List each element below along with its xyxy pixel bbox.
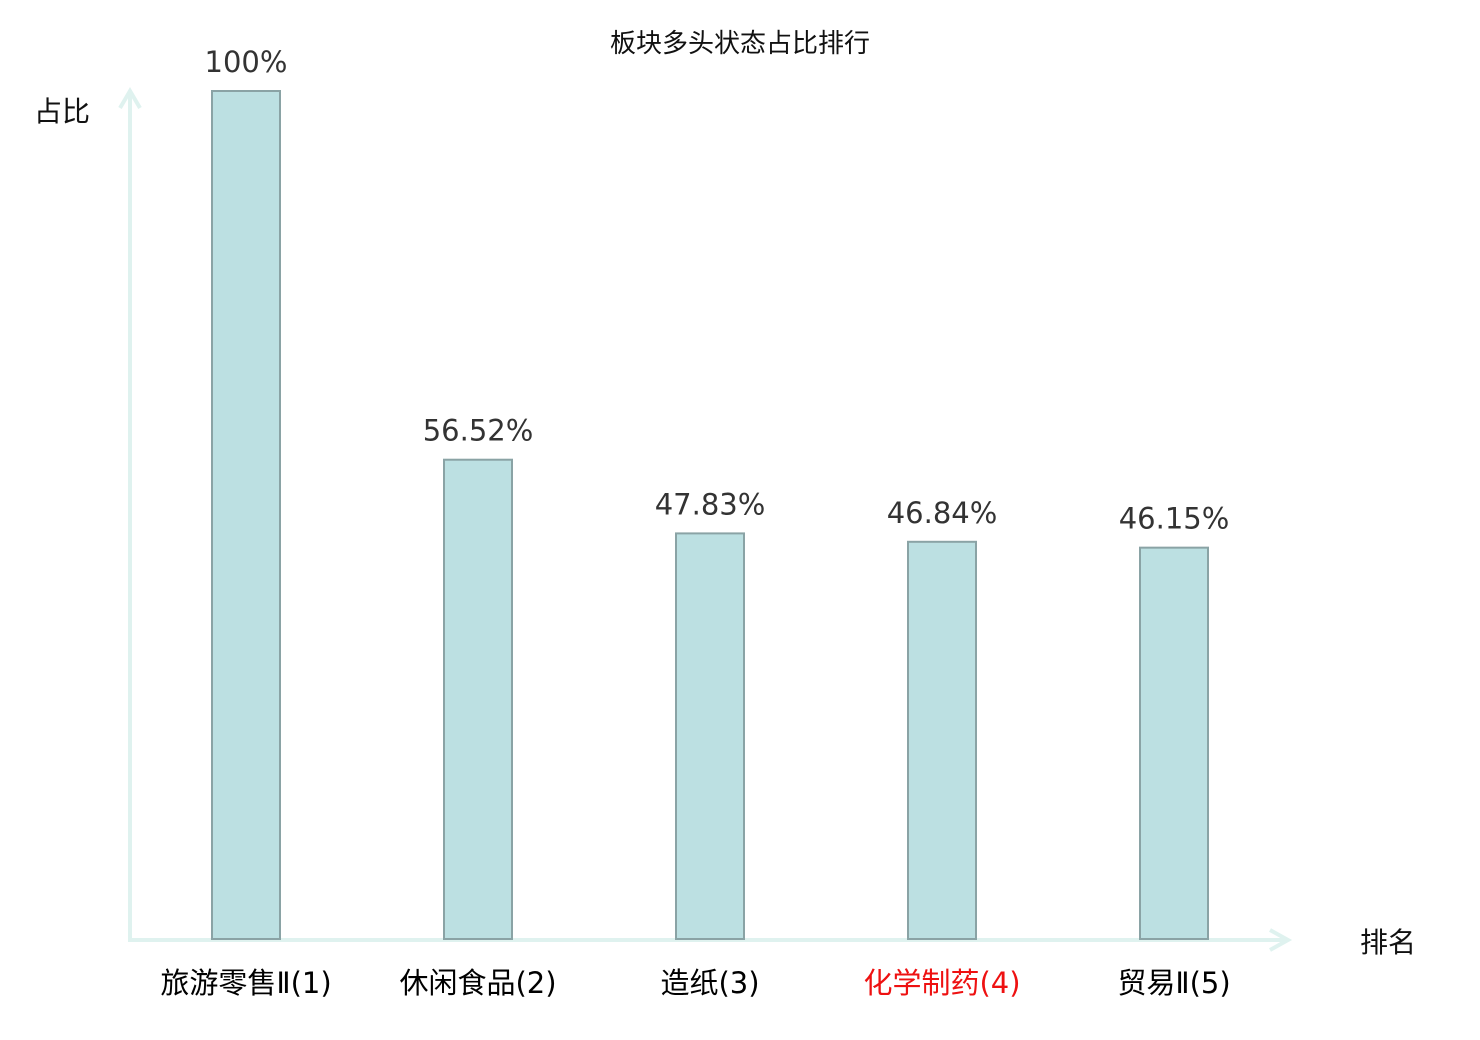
bar (675, 532, 745, 940)
data-label: 46.84% (887, 496, 998, 530)
data-label: 47.83% (655, 487, 766, 521)
bar (443, 458, 513, 940)
data-label: 46.15% (1119, 502, 1230, 536)
bar (211, 90, 281, 940)
category-label: 旅游零售Ⅱ(1) (160, 966, 331, 1000)
category-label: 造纸(3) (660, 966, 759, 1000)
category-label: 休闲食品(2) (399, 966, 556, 1000)
data-label: 100% (205, 45, 288, 79)
x-axis-arrow-icon (1269, 928, 1293, 952)
x-axis-label: 排名 (1360, 926, 1416, 959)
y-axis-arrow-icon (118, 87, 142, 110)
category-label: 化学制药(4) (863, 966, 1020, 1000)
bar (907, 540, 977, 940)
y-axis-label: 占比 (34, 95, 90, 128)
chart-title: 板块多头状态占比排行 (610, 29, 870, 59)
bar (1139, 546, 1209, 940)
data-label: 56.52% (423, 414, 534, 448)
category-label: 贸易Ⅱ(5) (1117, 966, 1230, 1000)
